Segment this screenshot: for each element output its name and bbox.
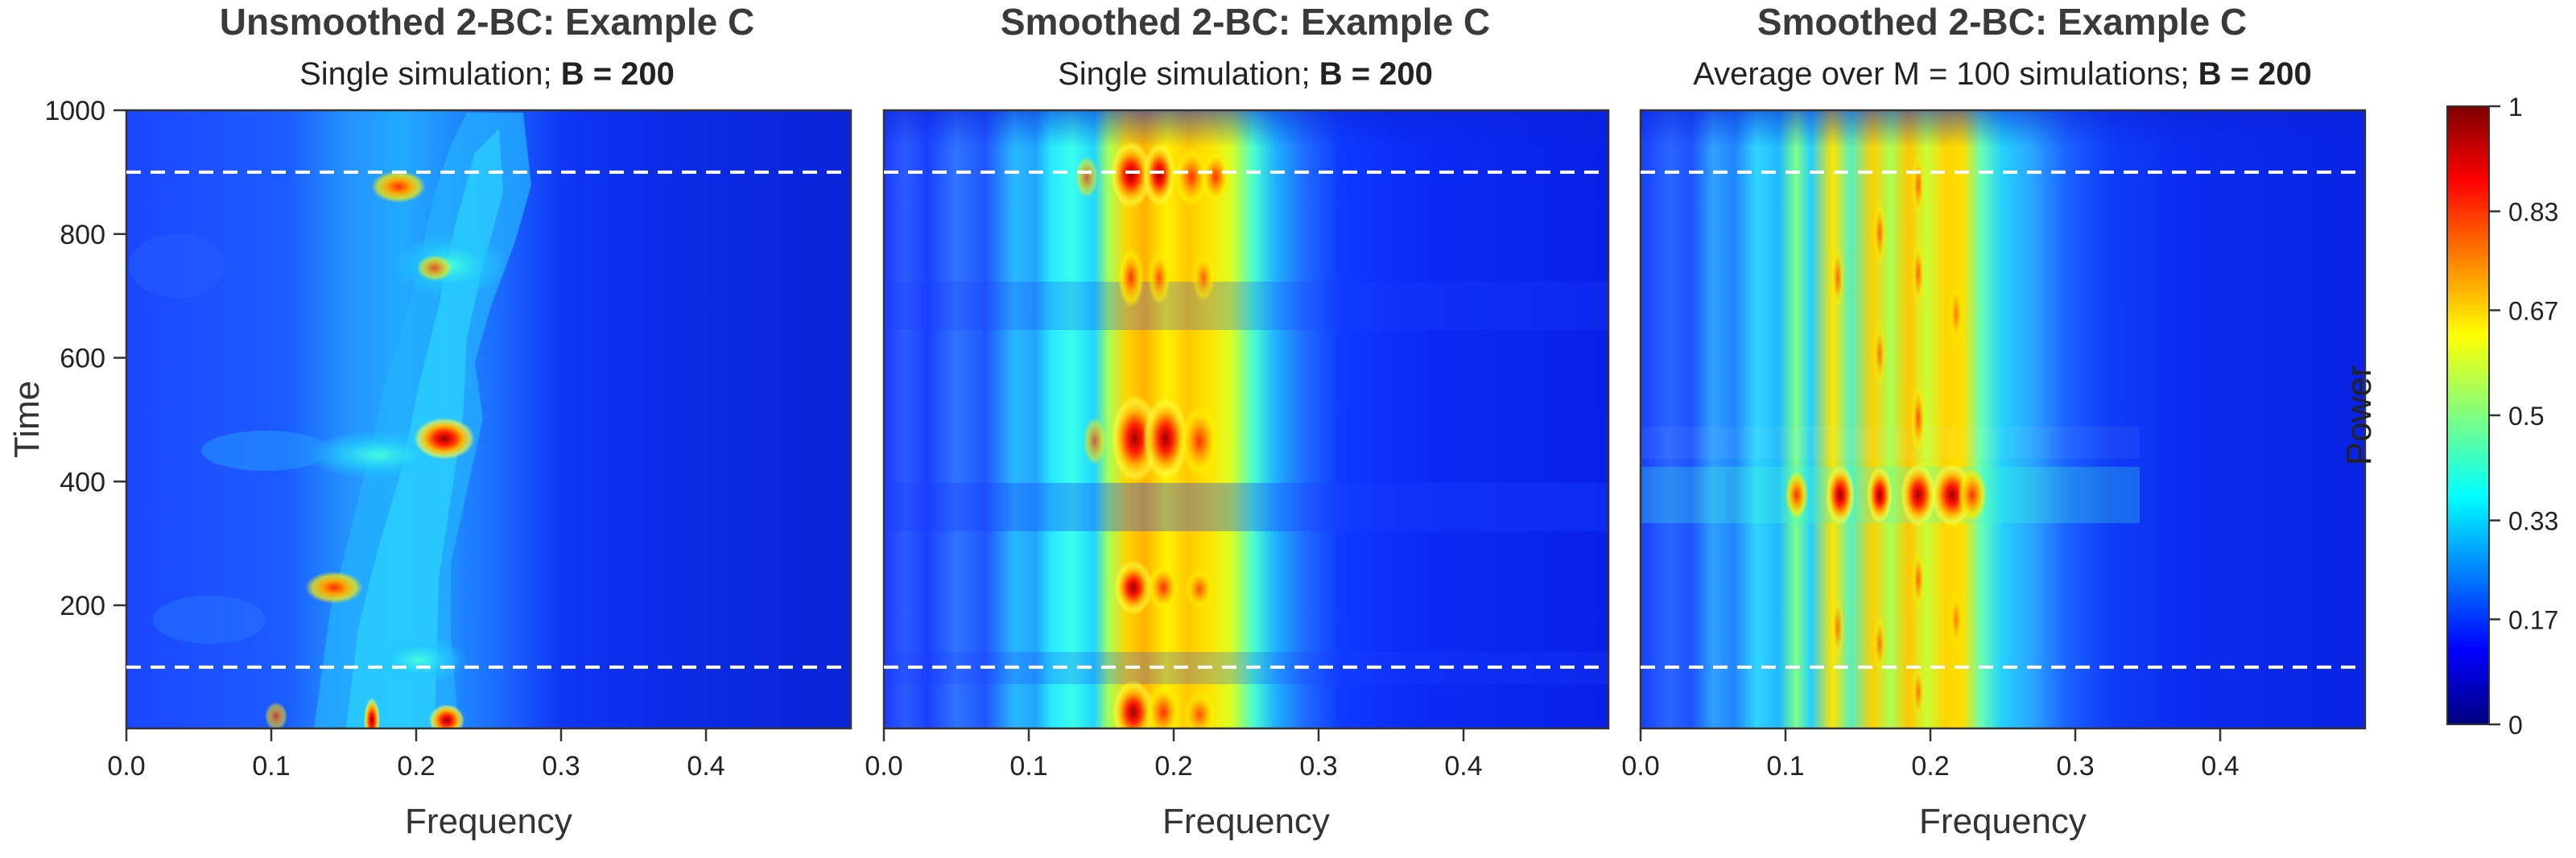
- panel-1-subtitle-bold: B = 200: [560, 56, 675, 92]
- panel-3-xtick-label-3: 0.3: [2056, 751, 2094, 782]
- colorbar-tick-label-4: 0.67: [2508, 296, 2558, 325]
- panel-1-hotspot-bottom-a: [364, 698, 380, 728]
- panel-2-title: Smoothed 2-BC: Example C: [1000, 1, 1491, 43]
- colorbar-ticks: 0 0.17 0.33 0.5 0.67 0.83 1: [2489, 93, 2558, 740]
- panel-1-blob-e: [129, 233, 225, 298]
- panel-3-xtick-label-4: 0.4: [2201, 751, 2239, 782]
- panel-2-row-470: [1084, 394, 1219, 483]
- panel-1-blob-b: [201, 431, 330, 471]
- panel-1-blob-d: [370, 636, 467, 684]
- colorbar-label: Power: [2339, 365, 2379, 466]
- panel-2-row-30: [1113, 680, 1216, 728]
- panel-1-subtitle-text: Single simulation;: [299, 56, 561, 92]
- panel-1-ytick-label-2: 600: [60, 344, 105, 374]
- panel-1-xtick-label-1: 0.1: [252, 751, 290, 782]
- colorbar-tick-label-6: 1: [2508, 93, 2523, 122]
- colorbar-tick-label-3: 0.5: [2508, 402, 2544, 431]
- panel-1-ylabel: Time: [7, 381, 47, 458]
- panel-1-xtick-label-0: 0.0: [107, 751, 145, 782]
- panel-1-hotspot-main: [414, 418, 475, 460]
- panel-2-xtick-label-3: 0.3: [1299, 751, 1337, 782]
- panel-1-blob-f: [153, 596, 266, 644]
- panel-1-xtick-label-2: 0.2: [397, 751, 435, 782]
- colorbar: [2446, 105, 2490, 725]
- panel-2-xtick-label-1: 0.1: [1009, 751, 1047, 782]
- panel-3-subtitle-bold: B = 200: [2198, 56, 2312, 92]
- panel-3-title: Smoothed 2-BC: Example C: [1757, 1, 2248, 43]
- panel-1-ytick-label-1: 400: [60, 467, 105, 497]
- panel-3-top-fade: [1641, 110, 2365, 728]
- panel-2-heatmap: [884, 110, 1608, 728]
- panel-3-frame: [1639, 109, 2367, 730]
- panel-2-xlabel: Frequency: [1162, 802, 1330, 841]
- panel-1-hotspot-low: [305, 571, 363, 604]
- panel-2-subtitle: Single simulation; B = 200: [883, 56, 1608, 93]
- colorbar-tick-label-1: 0.17: [2508, 605, 2558, 634]
- panel-1-subtitle: Single simulation; B = 200: [125, 56, 849, 93]
- colorbar-tick-label-2: 0.33: [2508, 507, 2558, 536]
- panel-2-xtick-label-0: 0.0: [865, 751, 902, 782]
- colorbar-tick-label-5: 0.83: [2508, 198, 2558, 227]
- panel-1-xtick-label-3: 0.3: [542, 751, 580, 782]
- panel-1-hotspot-top: [371, 171, 426, 203]
- panel-1-title: Unsmoothed 2-BC: Example C: [219, 1, 755, 43]
- panel-3-heatmap: [1641, 110, 2365, 728]
- panel-2-xtick-label-2: 0.2: [1154, 751, 1192, 782]
- panel-2-top-fade: [884, 110, 1608, 728]
- panel-1-frame: [125, 109, 852, 730]
- panel-3-streaks: [1831, 153, 1963, 720]
- panel-2-band-b: [884, 282, 1608, 330]
- panel-1-hotspot-bottom-b: [429, 704, 464, 728]
- colorbar-tick-label-0: 0: [2508, 711, 2523, 740]
- axes-layer: 0.0 0.1 0.2 0.3 0.4 Frequency 200 400 600 800 1000…: [7, 96, 2365, 841]
- panel-2-subtitle-text: Single simulation;: [1058, 56, 1319, 92]
- panel-2-frame: [882, 109, 1610, 730]
- panel-1-heatmap: [126, 110, 851, 728]
- panel-3-xtick-label-0: 0.0: [1621, 751, 1659, 782]
- panel-2-row-900: [1075, 141, 1230, 208]
- panel-1-ytick-label-0: 200: [60, 591, 105, 621]
- panel-2-row-720: [1118, 247, 1215, 308]
- panel-3-subtitle: Average over M = 100 simulations; B = 20…: [1610, 56, 2395, 93]
- panel-3-band-470: [1641, 427, 2140, 459]
- panel-2-band-a: [884, 483, 1608, 531]
- panel-2-subtitle-bold: B = 200: [1319, 56, 1433, 92]
- panel-1-hotspot-bottom-c: [265, 702, 287, 728]
- panel-1-xtick-label-4: 0.4: [687, 751, 724, 782]
- panel-2-xtick-label-4: 0.4: [1444, 751, 1482, 782]
- panel-1-hotspot-mid: [417, 255, 452, 281]
- panel-3-xlabel: Frequency: [1919, 802, 2087, 841]
- panel-3-xtick-label-2: 0.2: [1911, 751, 1949, 782]
- panel-2-row-230: [1114, 560, 1214, 615]
- panel-1-ytick-label-4: 1000: [44, 96, 105, 126]
- panel-3-xtick-label-1: 0.1: [1766, 751, 1804, 782]
- panel-3-hot-row: [1785, 463, 1987, 527]
- panel-1-xlabel: Frequency: [405, 802, 572, 841]
- panel-3-subtitle-text: Average over M = 100 simulations;: [1693, 56, 2198, 92]
- panel-1-ytick-label-3: 800: [60, 220, 105, 250]
